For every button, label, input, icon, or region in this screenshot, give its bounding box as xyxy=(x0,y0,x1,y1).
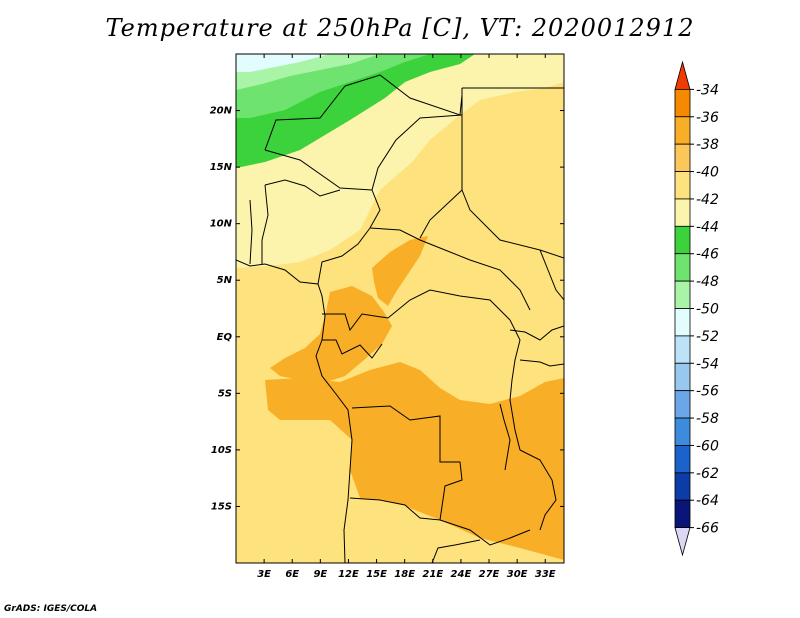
lon-label: 6E xyxy=(285,569,299,580)
lat-label: 5N xyxy=(217,275,233,286)
colorbar-label: -58 xyxy=(696,411,719,427)
colorbar-swatch xyxy=(675,199,690,226)
colorbar-label: -36 xyxy=(696,110,719,126)
lat-label: 20N xyxy=(210,106,233,117)
lat-label: 15S xyxy=(211,501,232,512)
colorbar-label: -62 xyxy=(696,466,719,482)
lat-label: EQ xyxy=(217,332,233,343)
colorbar-label: -44 xyxy=(696,219,719,235)
lat-label: 10S xyxy=(211,445,232,456)
colorbar-swatch xyxy=(675,418,690,445)
colorbar-label: -64 xyxy=(696,493,719,509)
map-figure: 20N 15N 10N 5N EQ 5S 10S 15S 3E 6E 9E 12E 15E 18E 21E… xyxy=(0,0,800,618)
colorbar-label: -56 xyxy=(696,384,719,400)
colorbar-swatch xyxy=(675,445,690,472)
colorbar-label: -52 xyxy=(696,329,719,345)
colorbar-label: -66 xyxy=(696,521,719,537)
colorbar-label: -50 xyxy=(696,302,719,318)
colorbar-label: -34 xyxy=(696,82,719,98)
colorbar-swatch xyxy=(675,500,690,527)
lon-label: 3E xyxy=(257,569,271,580)
colorbar-swatch xyxy=(675,226,690,253)
lon-label: 12E xyxy=(338,569,359,580)
colorbar-swatch xyxy=(675,144,690,171)
colorbar-swatch xyxy=(675,391,690,418)
colorbar-label: -46 xyxy=(696,247,719,263)
colorbar-label: -60 xyxy=(696,438,719,454)
colorbar-top-triangle xyxy=(675,62,690,89)
colorbar-swatch xyxy=(675,363,690,390)
lon-label: 15E xyxy=(366,569,387,580)
colorbar-swatch xyxy=(675,172,690,199)
colorbar-swatch xyxy=(675,473,690,500)
lon-label: 30E xyxy=(507,569,528,580)
lon-label: 9E xyxy=(313,569,327,580)
colorbar-swatch xyxy=(675,336,690,363)
lon-label: 27E xyxy=(479,569,500,580)
colorbar-label: -48 xyxy=(696,274,719,290)
lon-label: 33E xyxy=(535,569,556,580)
lat-label: 10N xyxy=(210,219,233,230)
credit-text: GrADS: IGES/COLA xyxy=(4,604,97,614)
colorbar-swatch xyxy=(675,254,690,281)
colorbar-label: -42 xyxy=(696,192,719,208)
colorbar-swatch xyxy=(675,309,690,336)
colorbar-label: -54 xyxy=(696,356,719,372)
lat-label: 15N xyxy=(210,162,233,173)
lon-label: 18E xyxy=(394,569,415,580)
colorbar-swatch xyxy=(675,281,690,308)
colorbar-bottom-triangle xyxy=(675,528,690,555)
lon-label: 21E xyxy=(422,569,443,580)
colorbar-label: -40 xyxy=(696,165,719,181)
colorbar-swatch xyxy=(675,89,690,116)
colorbar: -34 -36 -38 -40 -42 -44 -46 -48 -50 -52 -54 -56 -58 -… xyxy=(675,62,719,555)
colorbar-swatch xyxy=(675,117,690,144)
lon-label: 24E xyxy=(451,569,472,580)
colorbar-label: -38 xyxy=(696,137,719,153)
lat-label: 5S xyxy=(218,388,232,399)
